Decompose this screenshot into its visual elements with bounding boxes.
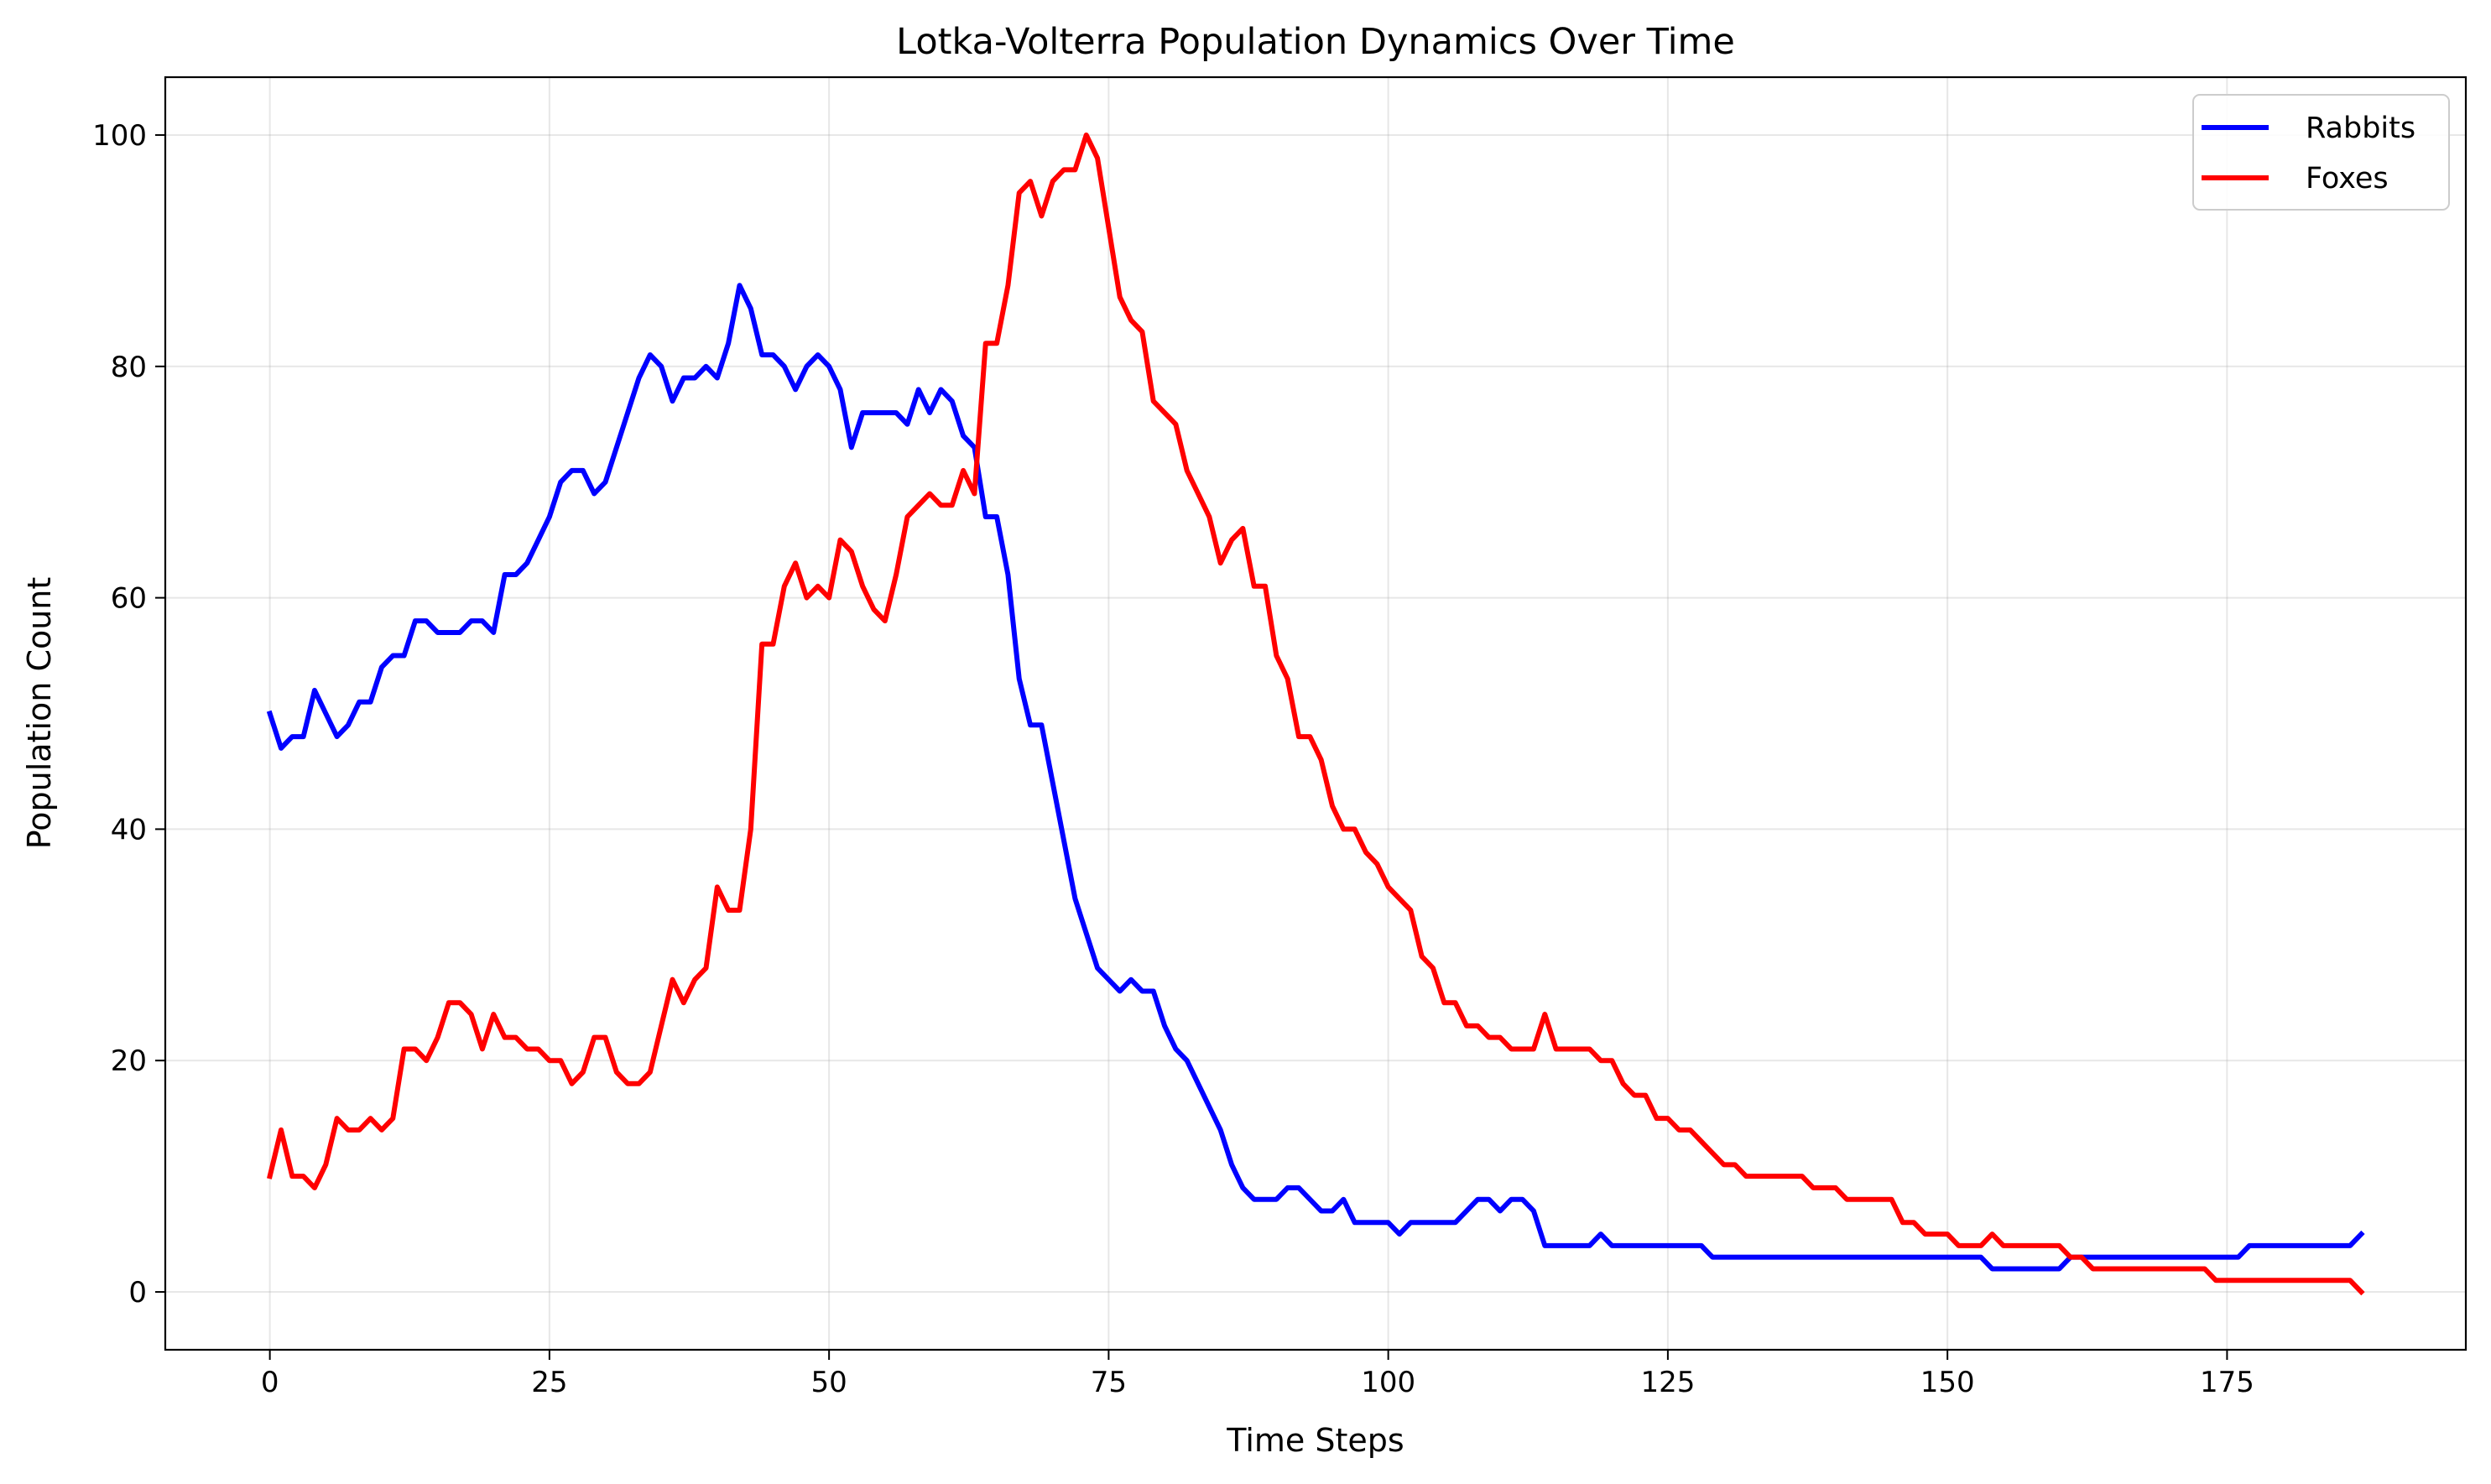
legend-label-rabbits: Rabbits: [2306, 112, 2415, 145]
x-tick-label: 175: [2200, 1366, 2254, 1399]
legend: Rabbits Foxes: [2192, 94, 2450, 211]
x-tick-label: 25: [531, 1366, 567, 1399]
legend-label-foxes: Foxes: [2306, 162, 2389, 195]
y-tick-label: 60: [111, 582, 147, 616]
x-tick-label: 150: [1920, 1366, 1975, 1399]
x-tick-label: 50: [811, 1366, 847, 1399]
plot-frame: [164, 76, 2468, 1351]
series-line-rabbits: [266, 283, 2365, 1272]
x-tick-label: 100: [1361, 1366, 1415, 1399]
y-axis-ticks: 0 20 40 60 80 100: [92, 119, 165, 1310]
chart-title: Lotka-Volterra Population Dynamics Over …: [896, 21, 1735, 63]
x-tick-label: 125: [1640, 1366, 1695, 1399]
x-axis-label: Time Steps: [1226, 1422, 1404, 1459]
y-tick-label: 0: [128, 1276, 147, 1310]
data-lines: [266, 132, 2365, 1296]
y-tick-label: 80: [111, 351, 147, 384]
legend-frame: [2192, 94, 2450, 211]
y-tick-label: 20: [111, 1044, 147, 1078]
y-tick-label: 40: [111, 813, 147, 846]
x-axis-ticks: 0 25 50 75 100 125 150 175: [261, 1350, 2254, 1399]
grid: [165, 77, 2466, 1350]
y-axis-label: Population Count: [21, 577, 58, 850]
x-tick-label: 75: [1091, 1366, 1127, 1399]
x-tick-label: 0: [261, 1366, 279, 1399]
y-tick-label: 100: [92, 119, 147, 153]
series-line-foxes: [267, 132, 2365, 1296]
